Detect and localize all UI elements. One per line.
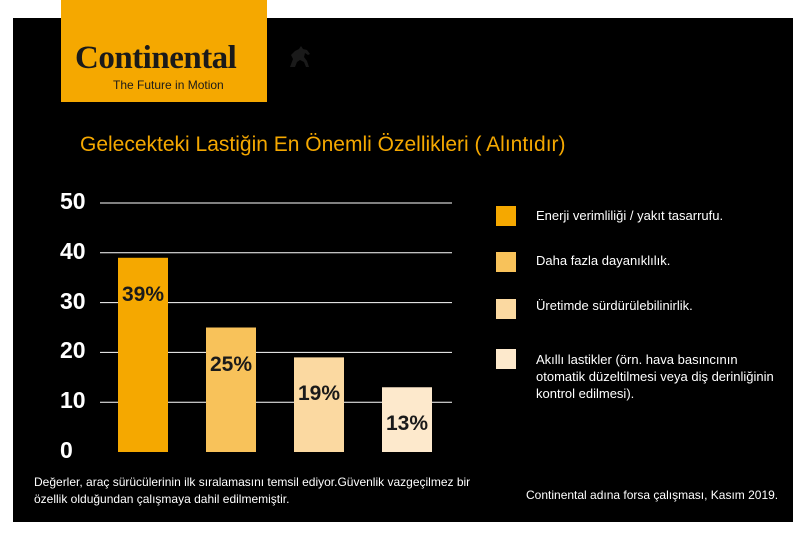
legend-label: Akıllı lastikler (örn. hava basıncının o… (536, 352, 774, 401)
legend-label: Daha fazla dayanıklılık. (536, 253, 671, 268)
legend-label: Üretimde sürdürülebilinirlik. (536, 298, 693, 313)
logo-box: Continental The Future in Motion (61, 0, 310, 102)
y-tick-label: 0 (60, 437, 73, 463)
y-tick-label: 50 (60, 188, 86, 214)
y-tick-label: 10 (60, 387, 86, 414)
brand-tagline: The Future in Motion (113, 78, 224, 92)
horse-logo-icon (290, 46, 310, 67)
legend-swatch (496, 299, 516, 319)
legend-label: Enerji verimliliği / yakıt tasarrufu. (536, 208, 724, 223)
bar-data-label: 13% (385, 412, 429, 436)
legend-swatch (496, 206, 516, 226)
brand-name: Continental (75, 40, 237, 76)
y-tick-label: 30 (60, 287, 86, 314)
y-tick-label: 40 (60, 237, 86, 264)
chart-title: Gelecekteki Lastiğin En Önemli Özellikle… (80, 133, 566, 156)
footnote: Değerler, araç sürücülerinin ilk sıralam… (34, 475, 471, 506)
bar-data-label: 25% (209, 352, 253, 376)
bar-3 (294, 357, 344, 452)
y-tick-label: 20 (60, 337, 86, 364)
legend-swatch (496, 349, 516, 369)
bar-data-label: 19% (297, 382, 341, 406)
bar-2 (206, 327, 256, 452)
bar-1 (118, 257, 168, 452)
legend-swatch (496, 252, 516, 272)
bar-4 (382, 387, 432, 452)
bar-data-label: 39% (121, 282, 165, 306)
source-note: Continental adına forsa çalışması, Kasım… (526, 488, 779, 502)
